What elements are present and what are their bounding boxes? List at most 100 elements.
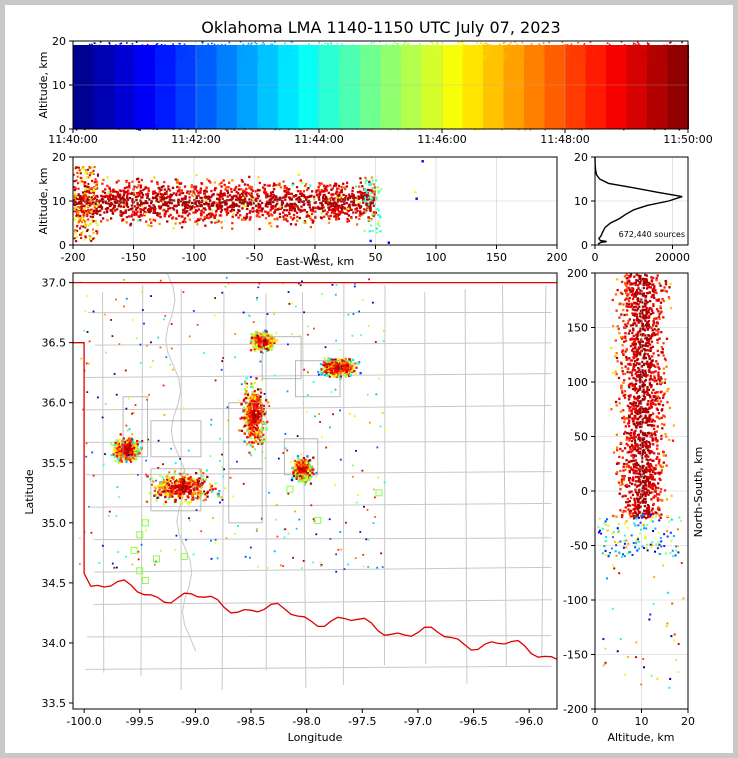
ew-height-point xyxy=(93,206,96,209)
time-height-point xyxy=(171,50,174,53)
plan-view-point xyxy=(187,479,191,482)
ew-height-point xyxy=(288,192,292,196)
plan-view-point xyxy=(159,493,163,497)
ew-height-point xyxy=(99,213,102,217)
ew-height-point xyxy=(152,207,156,210)
time-height-point xyxy=(198,52,201,54)
ew-height-point xyxy=(196,190,199,193)
ew-height-point xyxy=(80,237,83,240)
ew-height-point xyxy=(159,205,163,208)
ew-height-point xyxy=(183,197,186,200)
ew-height-point xyxy=(278,183,281,187)
ew-height-point xyxy=(264,192,267,195)
time-height-point xyxy=(589,47,592,49)
ew-height-point xyxy=(108,204,112,208)
plan-view-point xyxy=(249,454,253,457)
ew-height-point xyxy=(294,194,298,197)
ew-height-point xyxy=(172,208,176,211)
ew-height-point xyxy=(240,202,243,205)
time-height-point xyxy=(529,58,532,60)
ew-height-point xyxy=(190,184,193,187)
ew-height-point xyxy=(234,185,238,189)
plan-view-point xyxy=(311,466,314,469)
plan-view-point xyxy=(240,403,243,406)
time-height-point xyxy=(324,42,327,45)
time-height-point xyxy=(369,127,372,130)
time-height-point xyxy=(395,46,398,49)
ew-height-point xyxy=(257,202,260,205)
time-height-point xyxy=(113,125,115,127)
ew-height-point xyxy=(122,199,126,202)
ew-height-point xyxy=(90,173,93,176)
ew-height-point xyxy=(368,206,371,210)
time-height-point xyxy=(170,53,172,55)
ew-height-point xyxy=(102,178,105,182)
ew-height-point xyxy=(272,193,275,197)
ew-height-point xyxy=(113,206,116,209)
ew-height-point xyxy=(86,213,89,216)
time-height-point xyxy=(157,58,160,60)
plan-view-point xyxy=(245,417,248,420)
ew-height-point xyxy=(264,217,268,220)
time-height-point xyxy=(146,49,148,51)
ew-height-point xyxy=(175,181,179,184)
source-count-annotation: 672,440 sources xyxy=(619,230,685,239)
ew-height-point xyxy=(146,196,149,199)
time-height-point xyxy=(129,55,132,58)
plan-view-point xyxy=(300,459,303,462)
time-height-point xyxy=(678,128,681,131)
county-line xyxy=(93,537,552,541)
ew-height-xtick-label: -100 xyxy=(182,251,207,264)
time-height-point xyxy=(432,44,434,47)
time-height-point xyxy=(294,47,296,50)
ew-height-point xyxy=(352,196,355,200)
ew-height-point xyxy=(86,209,89,212)
ew-height-point xyxy=(249,202,252,205)
plan-view-point xyxy=(346,362,349,365)
ew-height-point xyxy=(170,202,173,205)
time-height-point xyxy=(666,124,669,126)
plan-view-point xyxy=(116,451,119,454)
ew-height-point xyxy=(215,204,219,207)
time-height-point xyxy=(567,50,569,52)
ew-height-point xyxy=(338,191,341,194)
time-height-point xyxy=(100,45,103,47)
ew-height-point xyxy=(184,206,187,209)
time-height-point xyxy=(326,42,329,45)
ew-height-point xyxy=(114,201,118,204)
time-height-point xyxy=(608,43,611,46)
time-height-point xyxy=(301,50,304,52)
ew-height-point xyxy=(157,200,160,204)
ew-height-point xyxy=(79,194,82,197)
ew-height-point xyxy=(131,207,134,210)
plan-view-point xyxy=(186,487,189,491)
time-height-point xyxy=(210,58,213,60)
ew-height-point xyxy=(302,200,306,203)
ew-height-point xyxy=(127,192,130,195)
ew-height-point xyxy=(175,211,179,214)
plan-view-point xyxy=(296,465,299,468)
ew-height-point xyxy=(89,199,92,202)
county-line xyxy=(102,292,105,673)
time-height-point xyxy=(488,124,491,127)
ew-height-point xyxy=(123,186,127,190)
ew-height-point xyxy=(252,202,256,205)
ew-height-point xyxy=(347,193,351,196)
ew-height-point xyxy=(219,189,223,193)
ew-height-point xyxy=(89,222,92,225)
ew-height-point xyxy=(238,209,241,213)
time-height-point xyxy=(137,46,140,49)
ew-height-point xyxy=(95,203,99,206)
time-height-point xyxy=(380,50,382,52)
ew-height-point xyxy=(135,198,138,202)
plan-view-point xyxy=(131,453,134,456)
time-height-point xyxy=(468,124,471,126)
time-height-point xyxy=(436,44,438,47)
ew-height-point xyxy=(316,207,320,210)
time-height-point xyxy=(206,50,208,52)
ew-height-point xyxy=(95,222,98,225)
plan-view-point xyxy=(260,378,264,382)
ew-height-point xyxy=(91,166,94,169)
ew-height-point xyxy=(119,198,123,201)
ew-height-point xyxy=(94,209,97,212)
